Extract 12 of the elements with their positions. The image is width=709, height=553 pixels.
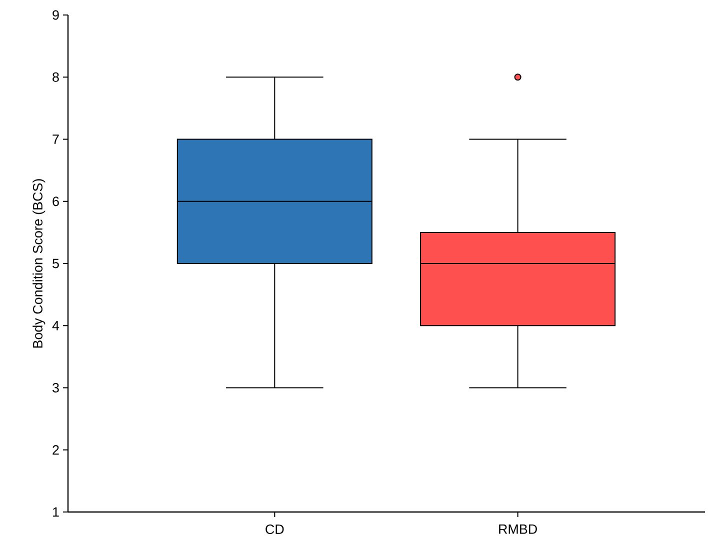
x-tick-label: CD (266, 524, 284, 534)
y-tick-label: 3 (52, 382, 59, 393)
y-tick-label: 2 (52, 445, 59, 455)
y-tick-label: 5 (52, 258, 59, 268)
y-axis-title: Body Condition Score (BCS) (32, 179, 46, 348)
y-tick-label: 4 (52, 321, 60, 330)
y-tick-label: 7 (52, 134, 59, 144)
y-tick-label: 6 (52, 196, 59, 206)
y-tick-label: 1 (53, 507, 59, 517)
y-tick-label: 8 (52, 72, 59, 82)
y-tick-label: 9 (52, 10, 59, 20)
x-tick-label: RMBD (499, 524, 537, 534)
